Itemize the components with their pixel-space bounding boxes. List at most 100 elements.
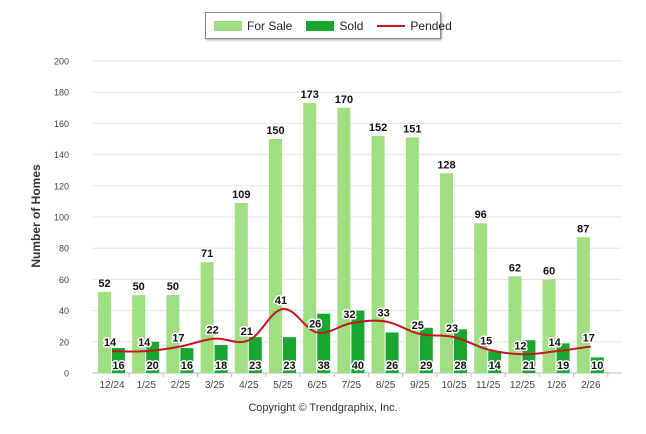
pended-value-label: 14 xyxy=(138,337,151,349)
y-tick-label: 100 xyxy=(54,213,69,223)
for-sale-bar xyxy=(166,295,180,373)
y-tick-label: 60 xyxy=(59,275,69,285)
for-sale-bar xyxy=(440,173,453,373)
legend-label-pended: Pended xyxy=(410,18,452,33)
pended-value-label: 17 xyxy=(583,332,595,344)
for-sale-bar xyxy=(234,202,248,373)
x-tick-label: 9/25 xyxy=(410,380,430,391)
for-sale-value-label: 87 xyxy=(577,223,589,235)
sold-bar xyxy=(590,357,604,373)
sold-value-label: 38 xyxy=(318,360,330,372)
sold-value-label: 28 xyxy=(454,360,466,372)
x-tick-label: 5/25 xyxy=(273,380,293,391)
sold-bars xyxy=(112,310,604,373)
sold-bar xyxy=(112,348,125,373)
y-tick-label: 0 xyxy=(64,369,69,379)
x-tick-label: 3/25 xyxy=(205,380,225,391)
for-sale-bar xyxy=(576,237,590,373)
legend-item-pended[interactable]: Pended xyxy=(377,18,452,33)
pended-value-label: 22 xyxy=(206,325,218,337)
legend-label-sold: Sold xyxy=(339,18,364,33)
pended-value-label: 41 xyxy=(275,295,287,307)
legend-item-for-sale[interactable]: For Sale xyxy=(214,19,292,33)
sold-bar xyxy=(214,344,228,373)
sold-bar xyxy=(419,327,433,373)
for-sale-bar xyxy=(508,276,522,373)
legend: For Sale Sold Pended xyxy=(205,12,452,39)
sold-value-label: 18 xyxy=(215,360,227,372)
for-sale-value-label: 128 xyxy=(437,159,455,171)
x-tick-label: 1/26 xyxy=(547,380,567,391)
sold-bar xyxy=(317,313,331,373)
for-sale-value-label: 50 xyxy=(133,281,145,293)
for-sale-bar xyxy=(200,262,214,373)
sold-bar xyxy=(488,351,502,373)
pended-line-icon xyxy=(377,24,406,27)
pended-value-label: 14 xyxy=(548,337,561,349)
for-sale-value-label: 60 xyxy=(543,265,555,277)
for-sale-value-label: 150 xyxy=(266,125,284,137)
sold-bar xyxy=(385,332,399,373)
y-tick-label: 40 xyxy=(59,306,69,316)
pended-value-label: 32 xyxy=(343,309,355,321)
y-tick-label: 120 xyxy=(54,181,69,191)
pended-value-label: 12 xyxy=(514,340,526,352)
for-sale-bar xyxy=(303,103,317,374)
pended-value-label: 15 xyxy=(480,336,492,348)
for-sale-bar xyxy=(132,295,146,373)
pended-value-label: 17 xyxy=(172,332,184,344)
pended-line-group xyxy=(111,308,591,356)
for-sale-value-label: 109 xyxy=(232,189,250,201)
for-sale-bar xyxy=(337,107,351,374)
data-labels: 52 16 14 50 20 14 50 16 17 71 18 22 109 23 21 150 23 41 17… xyxy=(97,88,605,374)
pended-line xyxy=(111,308,591,356)
sold-value-label: 16 xyxy=(181,360,193,372)
for-sale-value-label: 173 xyxy=(301,89,319,101)
sold-value-label: 40 xyxy=(352,360,364,372)
copyright-footer: Copyright © Trendgraphix, Inc. xyxy=(248,402,398,414)
for-sale-bar xyxy=(371,135,385,373)
for-sale-bar xyxy=(98,291,111,373)
x-tick-label: 10/25 xyxy=(441,380,466,391)
for-sale-swatch-icon xyxy=(214,20,242,31)
y-tick-label: 160 xyxy=(54,119,69,129)
for-sale-bar xyxy=(474,223,488,373)
for-sale-bar xyxy=(269,139,282,373)
y-tick-label: 200 xyxy=(54,57,69,67)
pended-value-label: 25 xyxy=(412,320,424,332)
y-tick-label: 20 xyxy=(59,337,69,347)
for-sale-value-label: 151 xyxy=(403,123,421,135)
x-tick-label: 11/25 xyxy=(476,380,501,391)
pended-value-label: 33 xyxy=(377,308,389,320)
sold-bar xyxy=(180,348,194,373)
x-tick-label: 1/25 xyxy=(136,380,156,391)
y-tick-label: 180 xyxy=(54,88,69,98)
x-tick-label: 4/25 xyxy=(239,380,259,391)
x-tick-label: 7/25 xyxy=(342,380,362,391)
pended-value-label: 26 xyxy=(309,318,321,330)
pended-value-label: 21 xyxy=(241,326,253,338)
sold-value-label: 19 xyxy=(557,360,569,372)
for-sale-bars xyxy=(98,103,590,374)
sold-value-label: 21 xyxy=(523,360,535,372)
sold-value-label: 10 xyxy=(591,360,603,372)
sold-bar xyxy=(283,337,296,373)
y-axis-ticks: 0 20 40 60 80 100 120 140 160 180 200 xyxy=(54,57,69,379)
y-axis-title: Number of Homes xyxy=(29,164,43,268)
x-tick-label: 2/25 xyxy=(171,380,191,391)
for-sale-value-label: 152 xyxy=(369,122,387,134)
legend-item-sold[interactable]: Sold xyxy=(306,19,363,33)
for-sale-value-label: 52 xyxy=(98,278,110,290)
for-sale-value-label: 71 xyxy=(201,248,213,260)
sold-swatch-icon xyxy=(306,20,335,31)
sold-value-label: 23 xyxy=(249,360,261,372)
sold-value-label: 20 xyxy=(147,360,159,372)
x-axis-ticks: 12/24 1/25 2/25 3/25 4/25 5/25 6/25 7/25 8/25 9/2… xyxy=(99,373,609,391)
sold-value-label: 14 xyxy=(489,360,502,372)
x-tick-label: 2/26 xyxy=(581,380,601,391)
sold-value-label: 23 xyxy=(283,360,295,372)
legend-label-for-sale: For Sale xyxy=(247,18,293,33)
for-sale-bar xyxy=(542,279,556,373)
x-tick-label: 6/25 xyxy=(307,380,327,391)
